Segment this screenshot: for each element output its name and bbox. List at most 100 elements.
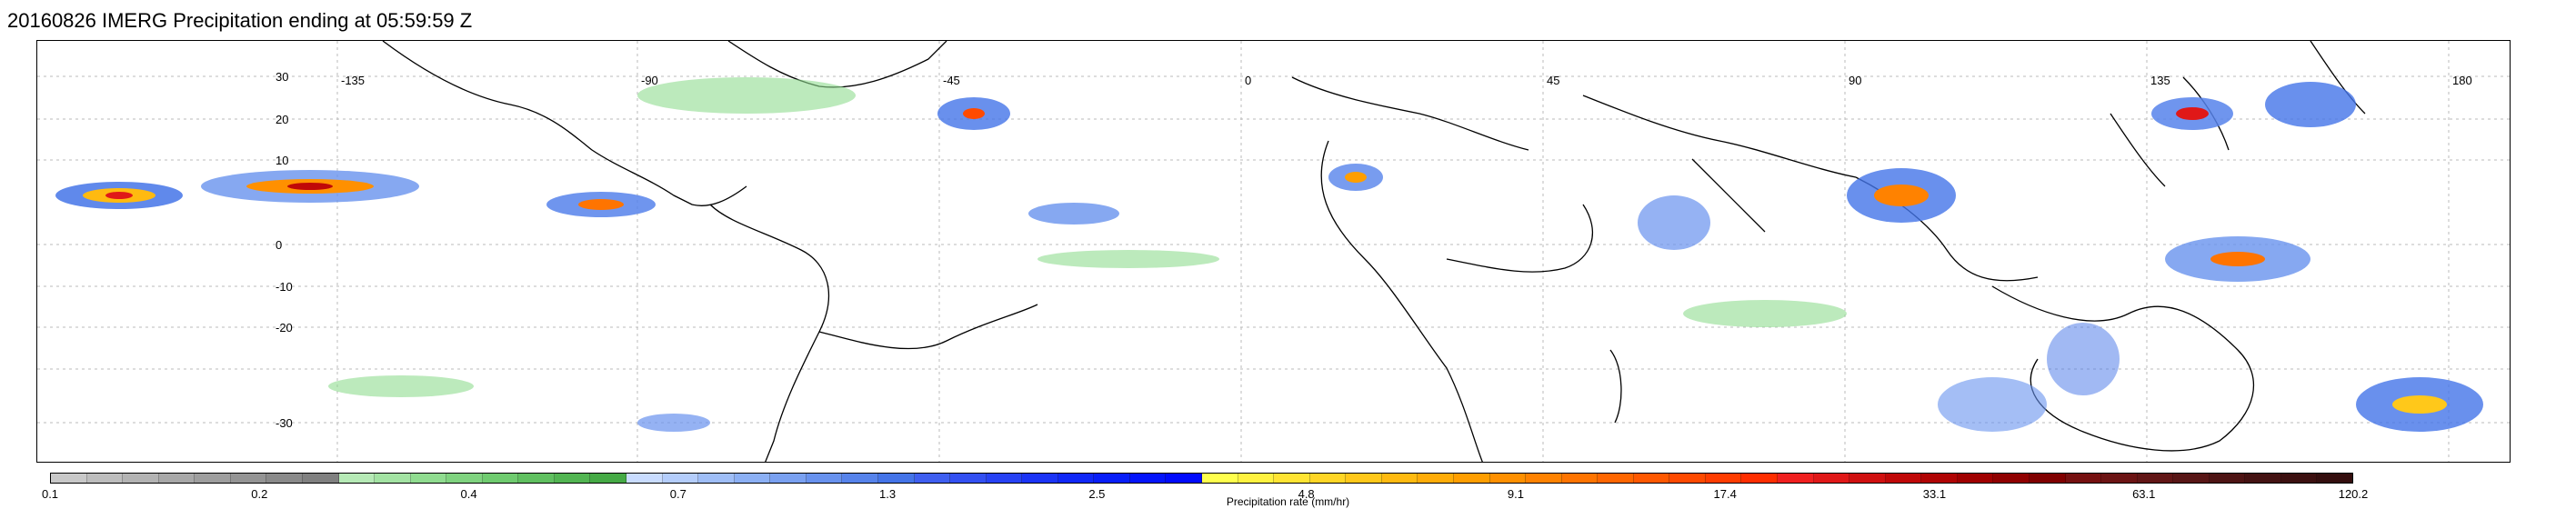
longitude-label: -135 bbox=[341, 74, 365, 87]
colorbar-segment bbox=[1813, 474, 1850, 483]
colorbar-segment bbox=[2065, 474, 2102, 483]
colorbar-segment bbox=[1669, 474, 1706, 483]
colorbar-segment bbox=[1741, 474, 1778, 483]
colorbar-segment bbox=[1561, 474, 1599, 483]
colorbar-segment bbox=[877, 474, 915, 483]
colorbar-segment bbox=[1849, 474, 1886, 483]
colorbar-segment bbox=[770, 474, 807, 483]
colorbar-tick-label: 17.4 bbox=[1713, 487, 1737, 501]
colorbar-segment bbox=[518, 474, 555, 483]
colorbar-segment bbox=[1705, 474, 1742, 483]
longitude-label: 0 bbox=[1245, 74, 1251, 87]
latitude-label: 10 bbox=[276, 154, 288, 167]
colorbar-tick-label: 63.1 bbox=[2132, 487, 2156, 501]
latitude-label: 0 bbox=[276, 238, 282, 252]
colorbar-segment bbox=[302, 474, 339, 483]
colorbar-segment bbox=[158, 474, 195, 483]
colorbar-tick-label: 4.8 bbox=[1298, 487, 1315, 501]
colorbar-segment bbox=[1633, 474, 1670, 483]
colorbar-segment bbox=[51, 474, 87, 483]
colorbar-segment bbox=[1274, 474, 1310, 483]
colorbar-segment bbox=[734, 474, 771, 483]
colorbar-segment bbox=[914, 474, 951, 483]
colorbar-segment bbox=[1309, 474, 1347, 483]
colorbar-segment bbox=[1993, 474, 2030, 483]
longitude-label: 180 bbox=[2452, 74, 2472, 87]
longitude-label: 45 bbox=[1547, 74, 1559, 87]
colorbar-segment bbox=[986, 474, 1023, 483]
colorbar-segment bbox=[2209, 474, 2246, 483]
colorbar-segment bbox=[2101, 474, 2138, 483]
colorbar-segment bbox=[410, 474, 447, 483]
colorbar-segment bbox=[2137, 474, 2174, 483]
graticule bbox=[37, 41, 2510, 462]
map-canvas: -135 -90 -45 0 45 90 135 180 30 20 10 0 -10 -20 -30 bbox=[37, 41, 2510, 462]
colorbar-segment bbox=[1129, 474, 1167, 483]
colorbar-segment bbox=[1346, 474, 1382, 483]
latitude-label: -10 bbox=[276, 280, 293, 294]
latitude-label: -20 bbox=[276, 321, 293, 334]
latitude-label: 20 bbox=[276, 113, 288, 126]
colorbar-segment bbox=[1202, 474, 1238, 483]
colorbar-tick-label: 33.1 bbox=[1922, 487, 1947, 501]
colorbar-segment bbox=[806, 474, 843, 483]
colorbar-segment bbox=[698, 474, 735, 483]
colorbar-segment bbox=[1489, 474, 1527, 483]
colorbar-segment bbox=[2245, 474, 2281, 483]
colorbar-segment bbox=[1381, 474, 1418, 483]
colorbar-segment bbox=[446, 474, 483, 483]
colorbar-segment bbox=[590, 474, 626, 483]
latitude-labels: 30 20 10 0 -10 -20 -30 bbox=[276, 70, 293, 430]
precipitation-field bbox=[55, 77, 2483, 432]
colorbar-segment bbox=[1166, 474, 1202, 483]
colorbar-segment bbox=[2280, 474, 2318, 483]
colorbar bbox=[50, 473, 2353, 484]
map-title: 20160826 IMERG Precipitation ending at 0… bbox=[7, 9, 473, 32]
precipitation-map: -135 -90 -45 0 45 90 135 180 30 20 10 0 -10 -20 -30 bbox=[36, 40, 2511, 463]
colorbar-segment bbox=[626, 474, 663, 483]
colorbar-segment bbox=[1957, 474, 1994, 483]
colorbar-segment bbox=[230, 474, 267, 483]
colorbar-segment bbox=[554, 474, 591, 483]
latitude-label: -30 bbox=[276, 416, 293, 430]
colorbar-segment bbox=[266, 474, 303, 483]
colorbar-segment bbox=[1418, 474, 1454, 483]
colorbar-segment bbox=[338, 474, 376, 483]
colorbar-segment bbox=[1921, 474, 1958, 483]
colorbar-segment bbox=[2317, 474, 2352, 483]
colorbar-label: Precipitation rate (mm/hr) bbox=[1226, 495, 1350, 508]
colorbar-segment bbox=[123, 474, 159, 483]
colorbar-segment bbox=[1526, 474, 1562, 483]
colorbar-segment bbox=[1778, 474, 1814, 483]
latitude-label: 30 bbox=[276, 70, 288, 84]
coastlines bbox=[382, 41, 2366, 462]
colorbar-tick-label: 0.2 bbox=[251, 487, 268, 501]
longitude-labels: -135 -90 -45 0 45 90 135 180 bbox=[341, 74, 2472, 87]
colorbar-segment bbox=[1057, 474, 1095, 483]
colorbar-segment bbox=[662, 474, 699, 483]
colorbar-segment bbox=[2173, 474, 2210, 483]
colorbar-segment bbox=[482, 474, 519, 483]
colorbar-segment bbox=[842, 474, 878, 483]
colorbar-segment bbox=[375, 474, 411, 483]
colorbar-segment bbox=[86, 474, 124, 483]
colorbar-segment bbox=[950, 474, 987, 483]
colorbar-tick-label: 0.4 bbox=[460, 487, 477, 501]
colorbar-segment bbox=[1598, 474, 1634, 483]
colorbar-segment bbox=[1094, 474, 1130, 483]
longitude-label: 90 bbox=[1849, 74, 1861, 87]
colorbar-tick-label: 120.2 bbox=[2338, 487, 2369, 501]
colorbar-segment bbox=[1238, 474, 1275, 483]
colorbar-tick-label: 0.7 bbox=[669, 487, 687, 501]
longitude-label: -90 bbox=[641, 74, 658, 87]
colorbar-segment bbox=[1885, 474, 1922, 483]
colorbar-segment bbox=[1453, 474, 1490, 483]
colorbar-tick-label: 9.1 bbox=[1507, 487, 1524, 501]
colorbar-segment bbox=[1022, 474, 1058, 483]
colorbar-tick-label: 0.1 bbox=[41, 487, 59, 501]
colorbar-segment bbox=[195, 474, 231, 483]
colorbar-tick-label: 1.3 bbox=[879, 487, 897, 501]
colorbar-tick-label: 2.5 bbox=[1088, 487, 1106, 501]
longitude-label: 135 bbox=[2150, 74, 2170, 87]
longitude-label: -45 bbox=[943, 74, 960, 87]
